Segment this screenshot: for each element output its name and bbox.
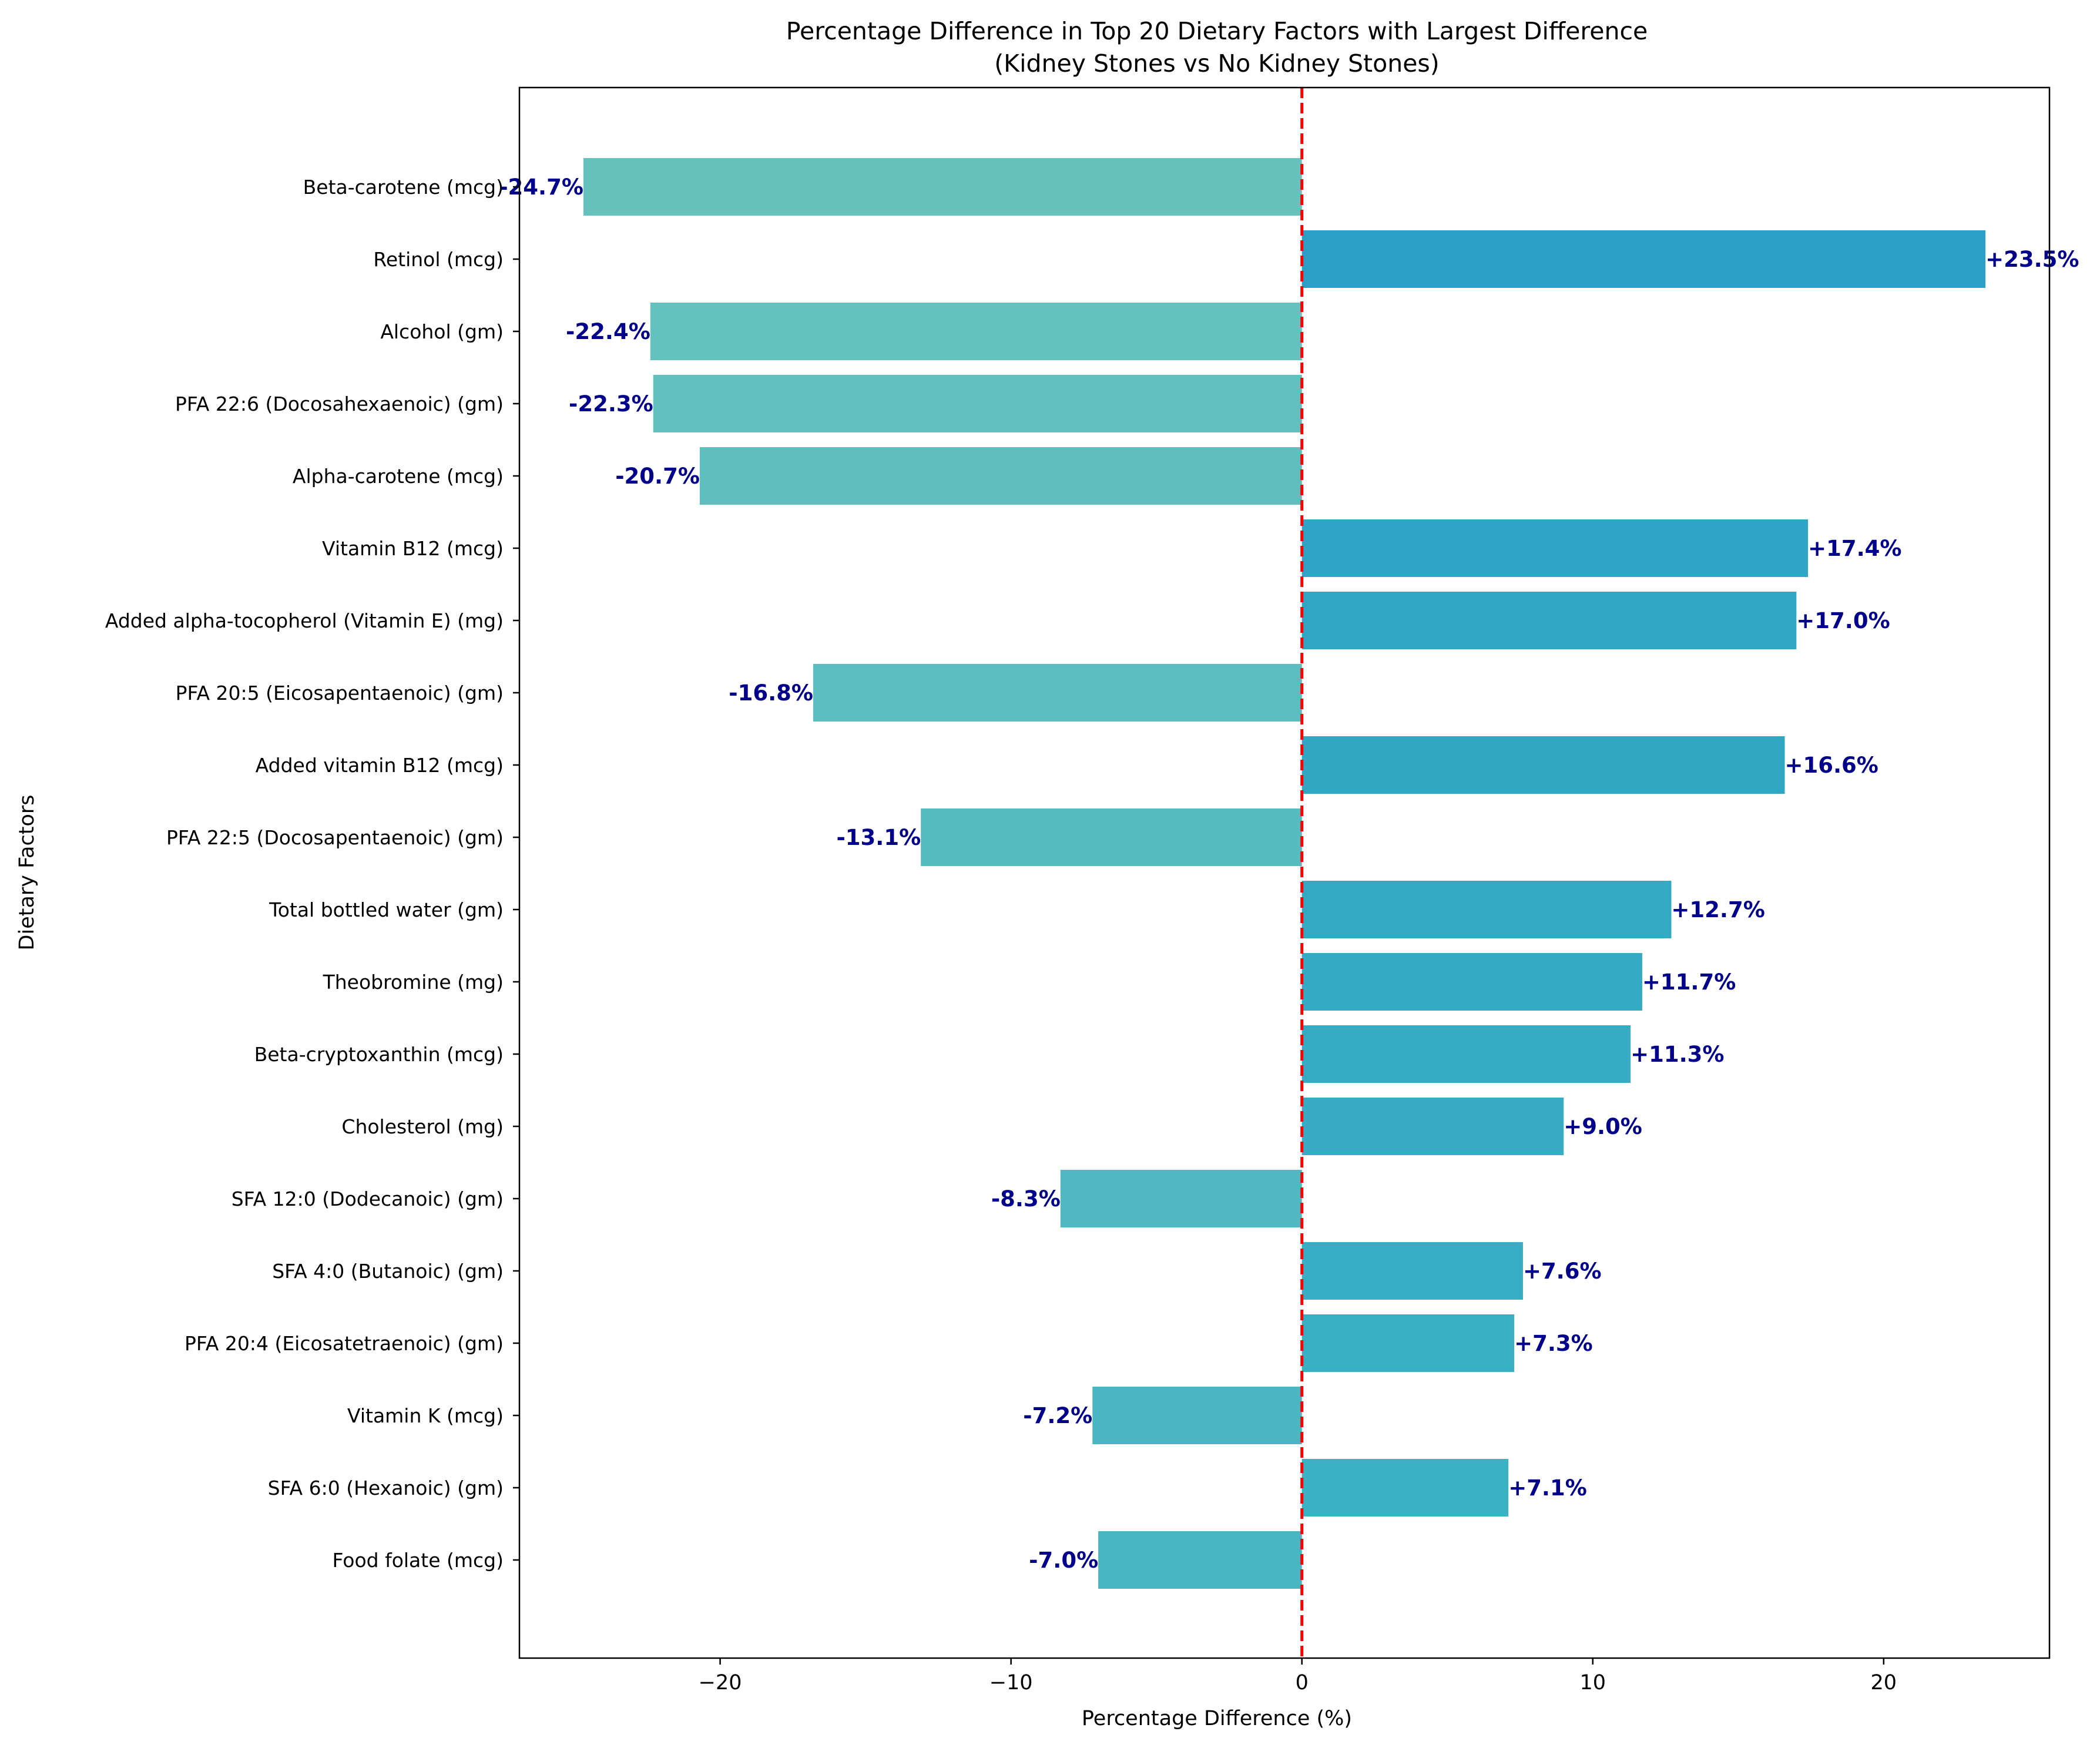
bar bbox=[1301, 592, 1797, 649]
y-tick-label: SFA 6:0 (Hexanoic) (gm) bbox=[268, 1477, 504, 1499]
bar-value-label: +17.0% bbox=[1796, 608, 1890, 633]
bar-value-label: +12.7% bbox=[1671, 897, 1764, 922]
y-tick-label: Theobromine (mg) bbox=[323, 971, 504, 994]
bar-value-label: +11.7% bbox=[1642, 969, 1736, 995]
bar-value-label: +23.5% bbox=[1985, 247, 2079, 272]
y-tick-label: PFA 20:4 (Eicosatetraenoic) (gm) bbox=[184, 1332, 504, 1355]
bar bbox=[1301, 1025, 1631, 1083]
bar bbox=[1301, 953, 1642, 1011]
bar bbox=[813, 664, 1302, 722]
y-tick-label: Food folate (mcg) bbox=[332, 1549, 504, 1572]
bar-value-label: -24.7% bbox=[499, 175, 583, 200]
bar bbox=[1301, 1242, 1523, 1300]
y-tick-label: SFA 4:0 (Butanoic) (gm) bbox=[272, 1260, 504, 1283]
y-tick-label: Beta-cryptoxanthin (mcg) bbox=[254, 1043, 504, 1066]
bar bbox=[1092, 1387, 1302, 1444]
bar bbox=[921, 808, 1302, 866]
chart-title-line2: (Kidney Stones vs No Kidney Stones) bbox=[994, 49, 1440, 78]
bar-value-label: -7.0% bbox=[1029, 1548, 1098, 1573]
bar-value-label: -7.2% bbox=[1023, 1403, 1092, 1428]
y-tick-label: Vitamin K (mcg) bbox=[347, 1404, 504, 1427]
x-tick-label: 0 bbox=[1296, 1671, 1309, 1695]
bar bbox=[1301, 230, 1986, 288]
bar bbox=[1060, 1170, 1302, 1227]
bar bbox=[650, 303, 1302, 360]
bar-value-label: +17.4% bbox=[1808, 536, 1901, 561]
plot-frame bbox=[518, 86, 2051, 1659]
x-tick-label: −20 bbox=[699, 1671, 742, 1695]
y-tick-label: Alcohol (gm) bbox=[380, 320, 504, 343]
chart-title-line1: Percentage Difference in Top 20 Dietary … bbox=[786, 17, 1648, 45]
bar-value-label: -13.1% bbox=[836, 825, 921, 850]
y-tick-label: Added alpha-tocopherol (Vitamin E) (mg) bbox=[105, 609, 504, 632]
y-axis-label: Dietary Factors bbox=[15, 795, 39, 951]
y-tick-label: PFA 22:5 (Docosapentaenoic) (gm) bbox=[166, 826, 504, 849]
bar-value-label: +11.3% bbox=[1631, 1042, 1724, 1067]
x-tick-label: 20 bbox=[1871, 1671, 1897, 1695]
bar-value-label: -8.3% bbox=[991, 1186, 1061, 1212]
bar-value-label: -20.7% bbox=[615, 464, 700, 489]
bar bbox=[1301, 519, 1809, 577]
bar-value-label: -16.8% bbox=[729, 680, 813, 706]
bar-value-label: +16.6% bbox=[1784, 753, 1878, 778]
x-axis-label: Percentage Difference (%) bbox=[1082, 1707, 1352, 1730]
y-tick-label: Beta-carotene (mcg) bbox=[303, 176, 504, 199]
bar bbox=[1301, 1314, 1515, 1372]
bar-value-label: +9.0% bbox=[1564, 1114, 1642, 1139]
bar-value-label: -22.4% bbox=[566, 319, 650, 344]
y-tick-label: Vitamin B12 (mcg) bbox=[322, 537, 504, 560]
bar-value-label: +7.1% bbox=[1508, 1475, 1587, 1501]
y-tick-label: Cholesterol (mg) bbox=[341, 1115, 504, 1138]
bar bbox=[1301, 736, 1785, 794]
bar bbox=[1098, 1531, 1302, 1589]
y-tick-label: PFA 22:6 (Docosahexaenoic) (gm) bbox=[175, 392, 504, 415]
bar bbox=[653, 375, 1302, 432]
y-tick-label: Total bottled water (gm) bbox=[269, 898, 504, 921]
bar-value-label: -22.3% bbox=[569, 391, 653, 417]
bar bbox=[1301, 1098, 1564, 1155]
bar bbox=[1301, 881, 1672, 938]
plot-area: -24.7%Beta-carotene (mcg) +23.5% Retinol (… bbox=[105, 86, 2079, 1695]
y-tick-label: PFA 20:5 (Eicosapentaenoic) (gm) bbox=[176, 682, 504, 704]
bar bbox=[699, 447, 1302, 505]
y-tick-label: Added vitamin B12 (mcg) bbox=[256, 754, 504, 777]
y-tick-label: Alpha-carotene (mcg) bbox=[293, 465, 504, 488]
y-tick-label: Retinol (mcg) bbox=[373, 248, 504, 271]
x-tick-label: 10 bbox=[1579, 1671, 1606, 1695]
bar bbox=[1301, 1459, 1509, 1517]
bar-value-label: +7.6% bbox=[1523, 1259, 1602, 1284]
bar-value-label: +7.3% bbox=[1514, 1331, 1593, 1356]
x-tick-label: −10 bbox=[989, 1671, 1033, 1695]
y-tick-label: SFA 12:0 (Dodecanoic) (gm) bbox=[232, 1187, 504, 1210]
bar bbox=[583, 158, 1302, 216]
